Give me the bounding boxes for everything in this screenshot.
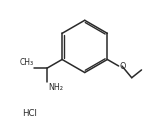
Text: NH₂: NH₂ [48,83,63,92]
Text: CH₃: CH₃ [19,58,33,67]
Text: HCl: HCl [22,109,37,117]
Text: O: O [119,62,126,70]
